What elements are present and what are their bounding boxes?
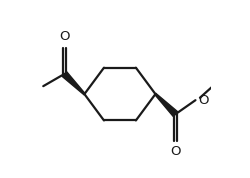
Polygon shape [155,93,178,116]
Text: O: O [198,94,208,107]
Polygon shape [62,72,85,95]
Text: O: O [59,30,70,43]
Text: O: O [170,145,181,158]
